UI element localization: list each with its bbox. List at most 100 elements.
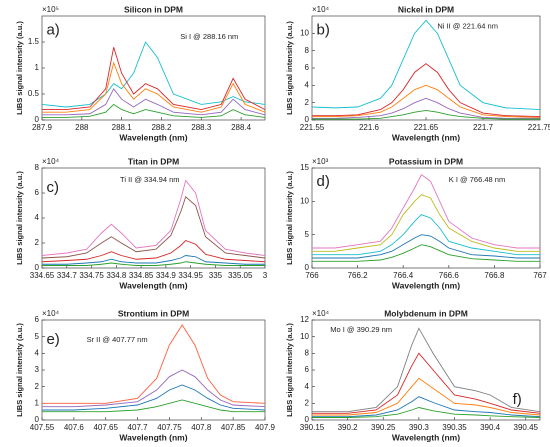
x-tick-label: 407.6	[64, 423, 85, 432]
x-tick-label: 221.6	[359, 123, 380, 132]
panel: 0 5 10 15 766 766.2 766.4 766.6 766.8 767 Potassiu…	[285, 156, 547, 290]
y-tick-label: 6	[35, 188, 40, 197]
spectrum-line	[312, 234, 540, 259]
annotation: Si I @ 288.16 nm	[180, 32, 238, 41]
y-tick-label: 0.5	[28, 89, 40, 98]
spectrum-line	[312, 407, 540, 418]
x-tick-label: 390.4	[480, 423, 501, 432]
x-tick-label: 288.1	[112, 123, 133, 132]
y-axis-label: LIBS signal intensity (a.u.)	[15, 21, 24, 115]
y-exponent: ×10⁵	[42, 5, 59, 14]
x-tick-label: 334.7	[57, 271, 78, 280]
x-tick-label: 766.6	[439, 271, 460, 280]
x-tick-label: 288.4	[231, 123, 252, 132]
chart-title: Titan in DPM	[128, 156, 179, 166]
x-tick-label: 287.9	[32, 123, 53, 132]
annotation: K I @ 766.48 nm	[449, 175, 505, 184]
panel-letter: e)	[46, 331, 59, 348]
spectrum-line	[42, 179, 265, 256]
x-tick-label: 334.65	[30, 271, 55, 280]
x-tick-label: 390.35	[442, 423, 467, 432]
panel: 0 2 4 6 8 10 221.55 221.6 221.65 221.7 221.75 Nicke…	[285, 4, 550, 142]
y-exponent: ×10⁴	[42, 309, 60, 318]
panel-letter: a)	[46, 22, 59, 39]
plot-area	[41, 319, 266, 421]
x-tick-label: 390.25	[371, 423, 396, 432]
x-tick-label: 390.3	[409, 423, 430, 432]
spectrum-line	[42, 103, 265, 118]
x-axis-label: Wavelength (nm)	[119, 132, 187, 142]
y-tick-label: 0	[35, 115, 40, 124]
y-tick-label: 10	[300, 332, 309, 341]
plot-area	[311, 167, 541, 269]
y-axis-label: LIBS signal intensity (a.u.)	[15, 323, 24, 417]
y-axis-label: LIBS signal intensity (a.u.)	[285, 323, 294, 417]
x-tick-label: 390.15	[300, 423, 325, 432]
spectrum-line	[42, 261, 265, 266]
spectrum-line	[42, 61, 265, 113]
x-axis-label: Wavelength (nm)	[119, 432, 187, 442]
chart-title: Nickel in DPM	[398, 4, 454, 14]
x-tick-label: 767	[533, 271, 547, 280]
y-tick-label: 4	[35, 213, 40, 222]
x-tick-label: 288	[75, 123, 89, 132]
x-tick-label: 335	[209, 271, 223, 280]
x-tick-label: 766	[305, 271, 319, 280]
y-tick-label: 5	[305, 230, 310, 239]
x-tick-label: 335.05	[228, 271, 253, 280]
plot-area	[41, 167, 266, 269]
y-tick-label: 2	[305, 398, 310, 407]
series-group	[42, 179, 265, 266]
x-axis-label: Wavelength (nm)	[392, 132, 460, 142]
x-tick-label: 334.9	[156, 271, 177, 280]
x-tick-label: 407.55	[30, 423, 55, 432]
spectrum-line	[42, 384, 265, 411]
spectrum-line	[312, 84, 540, 118]
panel: 0 1 2 3 4 5 6 407.55 407.6 407.65 407.7 407.75 407.8…	[15, 308, 276, 442]
spectrum-line	[312, 352, 540, 414]
x-tick-label: 407.8	[191, 423, 212, 432]
y-axis-label: LIBS signal intensity (a.u.)	[15, 171, 24, 265]
y-tick-label: 1	[35, 63, 40, 72]
y-tick-label: 10	[300, 28, 309, 37]
x-axis-label: Wavelength (nm)	[392, 280, 460, 290]
y-tick-label: 0	[35, 263, 40, 272]
y-exponent: ×10⁴	[312, 5, 330, 14]
y-tick-label: 0	[305, 115, 310, 124]
x-tick-label: 334.75	[79, 271, 104, 280]
spectrum-line	[312, 63, 540, 117]
y-tick-label: 2	[35, 238, 40, 247]
x-tick-label: 390.2	[338, 423, 359, 432]
y-axis-label: LIBS signal intensity (a.u.)	[285, 171, 294, 265]
spectrum-line	[42, 87, 265, 116]
chart-title: Silicon in DPM	[124, 4, 183, 14]
spectrum-line	[42, 324, 265, 404]
y-tick-label: 6	[305, 63, 310, 72]
series-group	[42, 41, 265, 118]
x-tick-label: 288.3	[191, 123, 212, 132]
panel: 0 2 4 6 8 10 12 390.15 390.2 390.25 390.3 390.35 390…	[285, 308, 541, 442]
x-tick-label: 407.85	[221, 423, 246, 432]
x-tick-label: 390.45	[514, 423, 539, 432]
panel-letter: f)	[513, 391, 522, 408]
x-tick-label: 3	[263, 271, 268, 280]
y-exponent: ×10⁴	[42, 157, 60, 166]
y-axis-label: LIBS signal intensity (a.u.)	[285, 21, 294, 115]
y-tick-label: 1	[35, 398, 40, 407]
spectrum-line	[42, 399, 265, 413]
spectrum-line	[312, 214, 540, 256]
chart-title: Molybdenum in DPM	[384, 308, 468, 318]
y-tick-label: 8	[305, 46, 310, 55]
y-tick-label: 8	[35, 163, 40, 172]
annotation: Sr II @ 407.77 nm	[87, 335, 148, 344]
y-exponent: ×10⁴	[312, 309, 330, 318]
spectrum-line	[312, 19, 540, 111]
spectrum-line	[312, 110, 540, 120]
x-tick-label: 221.75	[528, 123, 550, 132]
y-tick-label: 4	[305, 80, 310, 89]
y-exponent: ×10³	[312, 157, 329, 166]
series-group	[312, 19, 540, 120]
panel-letter: d)	[317, 173, 330, 190]
